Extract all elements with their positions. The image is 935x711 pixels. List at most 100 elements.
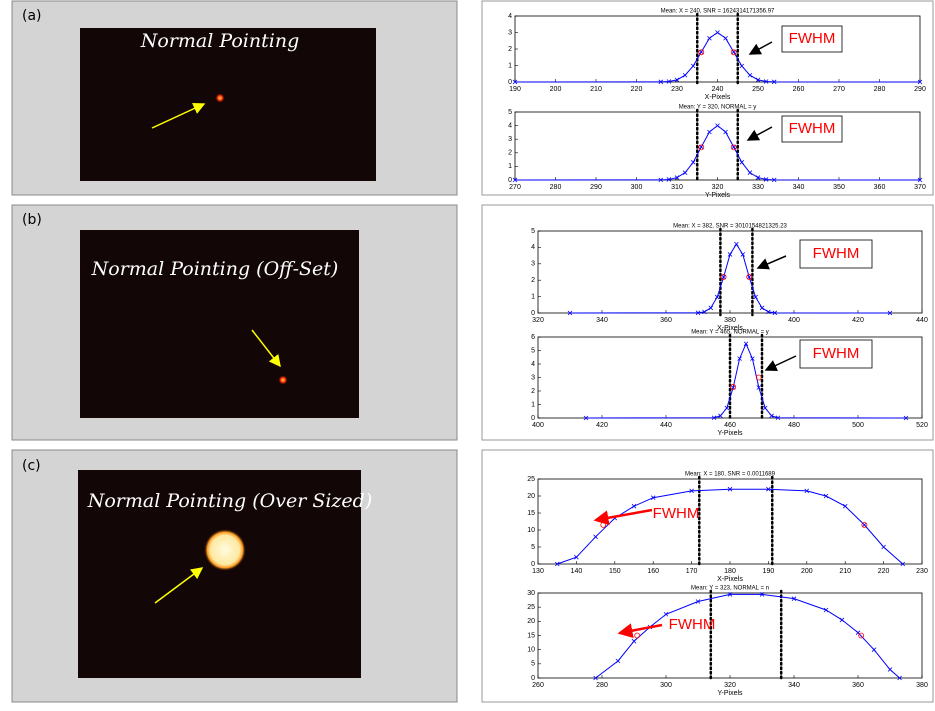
- x-tick-label: 370: [914, 184, 926, 191]
- chart-title: Mean: Y = 323, NORMAL = n: [691, 586, 769, 592]
- y-tick-label: 2: [531, 388, 535, 395]
- x-tick-label: 190: [509, 86, 521, 93]
- axes: [538, 593, 922, 678]
- x-tick-label: 480: [788, 422, 800, 429]
- x-tick-label: 200: [550, 86, 562, 93]
- x-tick-label: 300: [660, 682, 672, 689]
- x-tick-label: 340: [793, 184, 805, 191]
- x-tick-label: 360: [874, 184, 886, 191]
- x-tick-label: 400: [532, 422, 544, 429]
- x-tick-label: 400: [788, 317, 800, 324]
- y-tick-label: 2: [508, 150, 512, 157]
- y-tick-label: 1: [531, 401, 535, 408]
- x-tick-label: 300: [631, 184, 643, 191]
- x-tick-label: 440: [916, 317, 928, 324]
- chart-title: Mean: Y = 320, NORMAL = y: [679, 105, 757, 111]
- y-tick-label: 3: [508, 136, 512, 143]
- panel-label: (a): [22, 8, 42, 24]
- x-tick-label: 230: [671, 86, 683, 93]
- x-tick-label: 500: [852, 422, 864, 429]
- x-tick-label: 170: [686, 568, 698, 575]
- x-tick-label: 290: [914, 86, 926, 93]
- annotation: FWHM: [789, 120, 836, 137]
- x-tick-label: 310: [671, 184, 683, 191]
- x-tick-label: 140: [571, 568, 583, 575]
- x-tick-label: 260: [532, 682, 544, 689]
- y-tick-label: 0: [508, 79, 512, 86]
- y-tick-label: 10: [527, 527, 535, 534]
- x-tick-label: 440: [660, 422, 672, 429]
- y-tick-label: 5: [531, 347, 535, 354]
- y-tick-label: 4: [531, 244, 535, 251]
- annotation: FWHM: [813, 345, 860, 362]
- y-tick-label: 1: [531, 293, 535, 300]
- y-tick-label: 15: [527, 632, 535, 639]
- y-tick-label: 30: [527, 590, 535, 597]
- spot: [215, 93, 225, 103]
- y-tick-label: 1: [508, 163, 512, 170]
- x-tick-label: 270: [833, 86, 845, 93]
- y-tick-label: 3: [531, 374, 535, 381]
- image-caption: Normal Pointing (Off-Set): [91, 258, 339, 280]
- image-caption: Normal Pointing (Over Sized): [87, 490, 373, 512]
- y-tick-label: 10: [527, 647, 535, 654]
- x-axis-label: Y-Pixels: [705, 192, 731, 199]
- annotation: FWHM: [669, 616, 716, 633]
- y-tick-label: 15: [527, 510, 535, 517]
- y-tick-label: 3: [531, 261, 535, 268]
- x-tick-label: 130: [532, 568, 544, 575]
- x-tick-label: 160: [647, 568, 659, 575]
- y-tick-label: 0: [531, 415, 535, 422]
- annotation: FWHM: [813, 245, 860, 262]
- x-tick-label: 260: [793, 86, 805, 93]
- x-tick-label: 280: [874, 86, 886, 93]
- x-tick-label: 350: [833, 184, 845, 191]
- y-tick-label: 2: [531, 277, 535, 284]
- x-tick-label: 320: [532, 317, 544, 324]
- y-tick-label: 5: [508, 109, 512, 116]
- x-tick-label: 320: [712, 184, 724, 191]
- x-tick-label: 210: [590, 86, 602, 93]
- y-tick-label: 4: [531, 361, 535, 368]
- panel-label: (c): [22, 458, 41, 474]
- x-tick-label: 220: [878, 568, 890, 575]
- y-tick-label: 25: [527, 604, 535, 611]
- y-tick-label: 4: [508, 122, 512, 129]
- x-tick-label: 220: [631, 86, 643, 93]
- axes: [515, 112, 920, 180]
- x-tick-label: 420: [852, 317, 864, 324]
- figure: (a) (b) (c) Normal Pointing Normal Point…: [0, 0, 935, 706]
- annotation: FWHM: [653, 505, 700, 522]
- y-tick-label: 3: [508, 29, 512, 36]
- x-axis-label: X-Pixels: [705, 94, 731, 101]
- x-tick-label: 320: [724, 682, 736, 689]
- x-tick-label: 280: [596, 682, 608, 689]
- y-tick-label: 25: [527, 476, 535, 483]
- spot: [278, 375, 288, 385]
- y-tick-label: 5: [531, 661, 535, 668]
- annotation: FWHM: [789, 30, 836, 47]
- x-tick-label: 460: [724, 422, 736, 429]
- x-tick-label: 190: [763, 568, 775, 575]
- image-caption: Normal Pointing: [140, 30, 300, 52]
- x-tick-label: 340: [788, 682, 800, 689]
- x-tick-label: 210: [839, 568, 851, 575]
- x-tick-label: 200: [801, 568, 813, 575]
- x-tick-label: 380: [724, 317, 736, 324]
- y-tick-label: 5: [531, 544, 535, 551]
- y-tick-label: 0: [531, 561, 535, 568]
- x-tick-label: 420: [596, 422, 608, 429]
- x-axis-label: Y-Pixels: [717, 430, 743, 437]
- x-tick-label: 150: [609, 568, 621, 575]
- y-tick-label: 2: [508, 46, 512, 53]
- axes: [515, 16, 920, 82]
- x-tick-label: 290: [590, 184, 602, 191]
- x-tick-label: 180: [724, 568, 736, 575]
- y-tick-label: 6: [531, 334, 535, 341]
- x-tick-label: 250: [752, 86, 764, 93]
- y-tick-label: 20: [527, 618, 535, 625]
- y-tick-label: 5: [531, 228, 535, 235]
- x-tick-label: 340: [596, 317, 608, 324]
- x-tick-label: 360: [852, 682, 864, 689]
- x-tick-label: 240: [712, 86, 724, 93]
